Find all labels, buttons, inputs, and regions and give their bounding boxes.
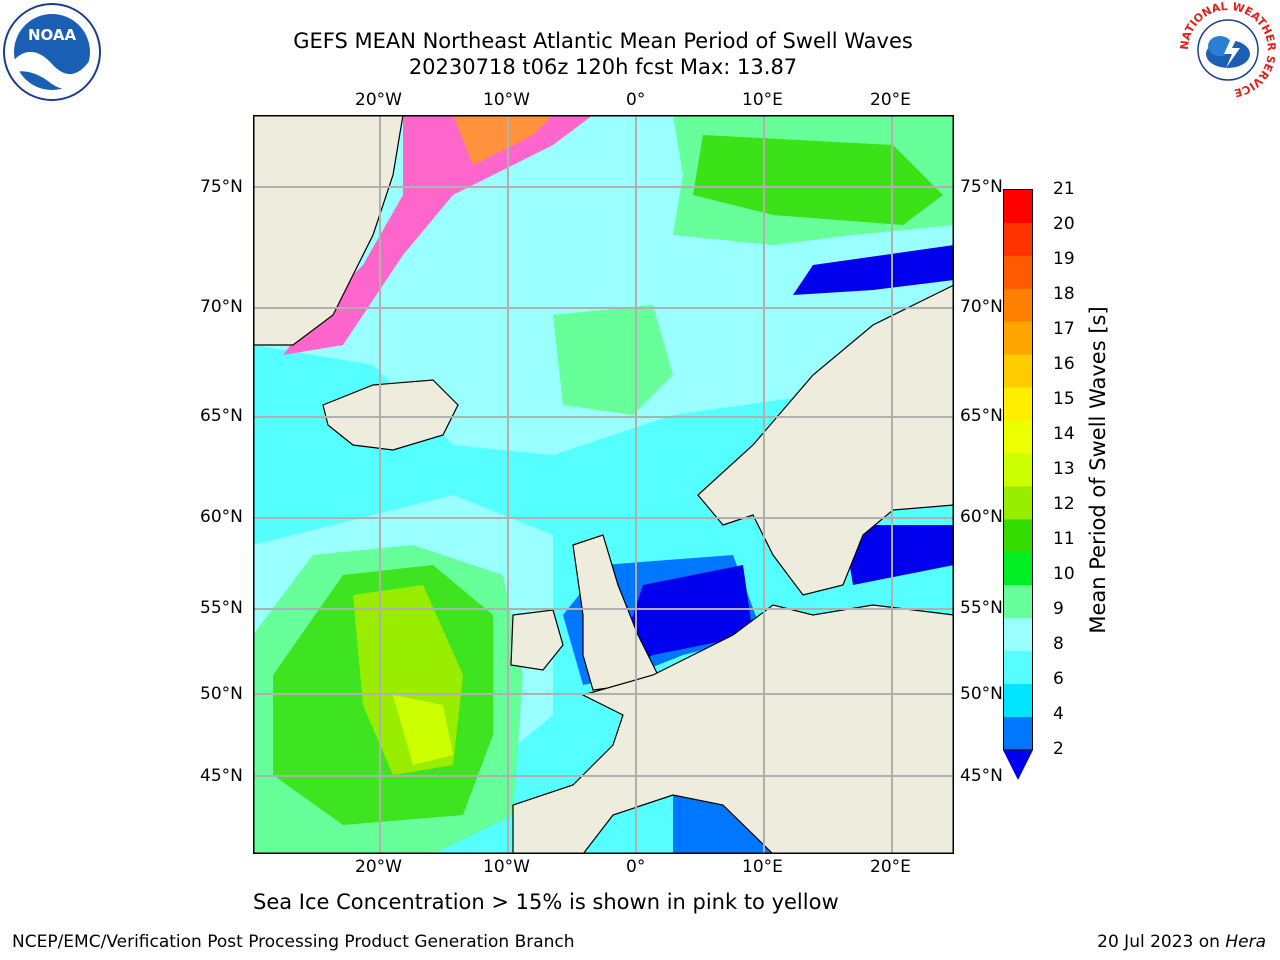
land-continent bbox=[512, 604, 954, 854]
colorbar-cell bbox=[1004, 321, 1032, 356]
colorbar-tick-label: 13 bbox=[1053, 459, 1075, 479]
colorbar-cell bbox=[1004, 519, 1032, 553]
colorbar-cell bbox=[1004, 190, 1032, 224]
lon-label-bottom: 0° bbox=[626, 857, 646, 877]
lat-label-left: 50°N bbox=[200, 684, 243, 704]
colorbar-tick-label: 4 bbox=[1053, 704, 1064, 724]
lon-label-bottom: 20°E bbox=[870, 857, 911, 877]
colorbar-tick-label: 9 bbox=[1053, 599, 1064, 619]
colorbar-extend-arrow bbox=[1003, 750, 1033, 780]
colorbar-tick-label: 2 bbox=[1053, 739, 1064, 759]
lon-label-bottom: 10°W bbox=[483, 857, 530, 877]
sea-ice-pink bbox=[283, 115, 593, 355]
colorbar-cell bbox=[1004, 222, 1032, 257]
colorbar-cell bbox=[1004, 684, 1032, 718]
lat-label-right: 50°N bbox=[960, 684, 1003, 704]
lat-label-right: 60°N bbox=[960, 507, 1003, 527]
lon-label-bottom: 10°E bbox=[742, 857, 783, 877]
colorbar-cell bbox=[1004, 288, 1032, 323]
svg-text:NOAA: NOAA bbox=[28, 26, 77, 44]
colorbar-tick-label: 20 bbox=[1053, 214, 1075, 234]
chart-subtitle: 20230718 t06z 120h fcst Max: 13.87 bbox=[408, 55, 798, 79]
colorbar-cell bbox=[1004, 453, 1032, 487]
lat-label-right: 70°N bbox=[960, 297, 1003, 317]
colorbar bbox=[1003, 189, 1033, 780]
lat-label-right: 65°N bbox=[960, 406, 1003, 426]
colorbar-title: Mean Period of Swell Waves [s] bbox=[1086, 306, 1110, 634]
colorbar-cell bbox=[1004, 585, 1032, 619]
lat-label-left: 65°N bbox=[200, 406, 243, 426]
chart-title: GEFS MEAN Northeast Atlantic Mean Period… bbox=[293, 29, 913, 53]
lon-label-top: 10°W bbox=[483, 90, 530, 110]
colorbar-tick-label: 11 bbox=[1053, 529, 1075, 549]
land-greenland bbox=[253, 115, 404, 346]
colorbar-cell bbox=[1004, 255, 1032, 290]
lat-label-left: 60°N bbox=[200, 507, 243, 527]
lat-label-left: 75°N bbox=[200, 177, 243, 197]
lon-label-top: 20°W bbox=[355, 90, 402, 110]
colorbar-tick-label: 8 bbox=[1053, 634, 1064, 654]
lon-label-bottom: 20°W bbox=[355, 857, 402, 877]
colorbar-cell bbox=[1004, 717, 1032, 751]
land-iceland bbox=[322, 379, 459, 451]
colorbar-tick-label: 14 bbox=[1053, 424, 1075, 444]
lat-label-left: 55°N bbox=[200, 598, 243, 618]
swell-zone-blue-baltic bbox=[843, 525, 954, 585]
swell-zone-green-mid bbox=[553, 305, 673, 415]
colorbar-tick-label: 16 bbox=[1053, 354, 1075, 374]
colorbar-tick-label: 17 bbox=[1053, 319, 1075, 339]
sea-ice-note: Sea Ice Concentration > 15% is shown in … bbox=[253, 890, 839, 914]
footer-organization: NCEP/EMC/Verification Post Processing Pr… bbox=[12, 932, 575, 952]
lat-label-left: 70°N bbox=[200, 297, 243, 317]
sea-ice-orange bbox=[453, 115, 553, 165]
swell-zone-yellow-sw bbox=[393, 695, 453, 765]
colorbar-cell bbox=[1004, 618, 1032, 652]
colorbar-cell bbox=[1004, 552, 1032, 586]
graticule bbox=[253, 115, 954, 854]
nws-logo: NATIONAL WEATHER SERVICE bbox=[1178, 0, 1278, 99]
footer-date-text: 20 Jul 2023 on bbox=[1097, 932, 1226, 952]
colorbar-cell bbox=[1004, 486, 1032, 520]
colorbar-cell bbox=[1004, 387, 1032, 422]
colorbar-tick-label: 15 bbox=[1053, 389, 1075, 409]
lat-label-right: 75°N bbox=[960, 177, 1003, 197]
lat-label-right: 45°N bbox=[960, 766, 1003, 786]
colorbar-cell bbox=[1004, 651, 1032, 685]
land-ireland bbox=[510, 609, 564, 671]
footer-date: 20 Jul 2023 on Hera bbox=[1097, 932, 1266, 952]
colorbar-tick-label: 21 bbox=[1053, 179, 1075, 199]
lon-label-top: 20°E bbox=[870, 90, 911, 110]
colorbar-tick-label: 18 bbox=[1053, 284, 1075, 304]
colorbar-tick-label: 12 bbox=[1053, 494, 1075, 514]
colorbar-tick-label: 10 bbox=[1053, 564, 1075, 584]
colorbar-tick-label: 6 bbox=[1053, 669, 1064, 689]
colorbar-tick-label: 19 bbox=[1053, 249, 1075, 269]
footer-machine: Hera bbox=[1225, 932, 1266, 952]
lat-label-right: 55°N bbox=[960, 598, 1003, 618]
noaa-logo: NOAA bbox=[2, 2, 102, 102]
swell-zone-bright-green bbox=[693, 135, 943, 225]
colorbar-cell bbox=[1004, 354, 1032, 389]
colorbar-cell bbox=[1004, 420, 1032, 455]
swell-period-map bbox=[253, 115, 954, 854]
swell-zone-blue-barents bbox=[793, 245, 954, 295]
lon-label-top: 0° bbox=[626, 90, 646, 110]
lon-label-top: 10°E bbox=[742, 90, 783, 110]
lat-label-left: 45°N bbox=[200, 766, 243, 786]
swell-zone-deep-blue-northsea bbox=[613, 565, 753, 675]
